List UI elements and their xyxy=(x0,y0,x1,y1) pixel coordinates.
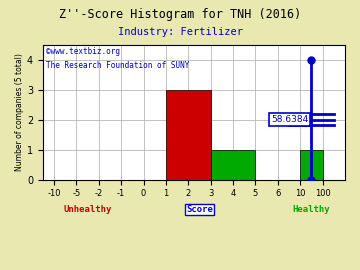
Bar xyxy=(166,90,211,180)
Y-axis label: Number of companies (5 total): Number of companies (5 total) xyxy=(15,53,24,171)
Text: ©www.textbiz.org: ©www.textbiz.org xyxy=(46,48,120,56)
Text: 58.6384: 58.6384 xyxy=(271,115,308,124)
Text: Industry: Fertilizer: Industry: Fertilizer xyxy=(117,27,243,37)
Text: Healthy: Healthy xyxy=(293,205,330,214)
Bar xyxy=(300,150,323,180)
Text: Z''-Score Histogram for TNH (2016): Z''-Score Histogram for TNH (2016) xyxy=(59,8,301,21)
Text: Unhealthy: Unhealthy xyxy=(63,205,112,214)
Bar xyxy=(211,150,256,180)
Text: The Research Foundation of SUNY: The Research Foundation of SUNY xyxy=(46,61,189,70)
Text: Score: Score xyxy=(186,205,213,214)
